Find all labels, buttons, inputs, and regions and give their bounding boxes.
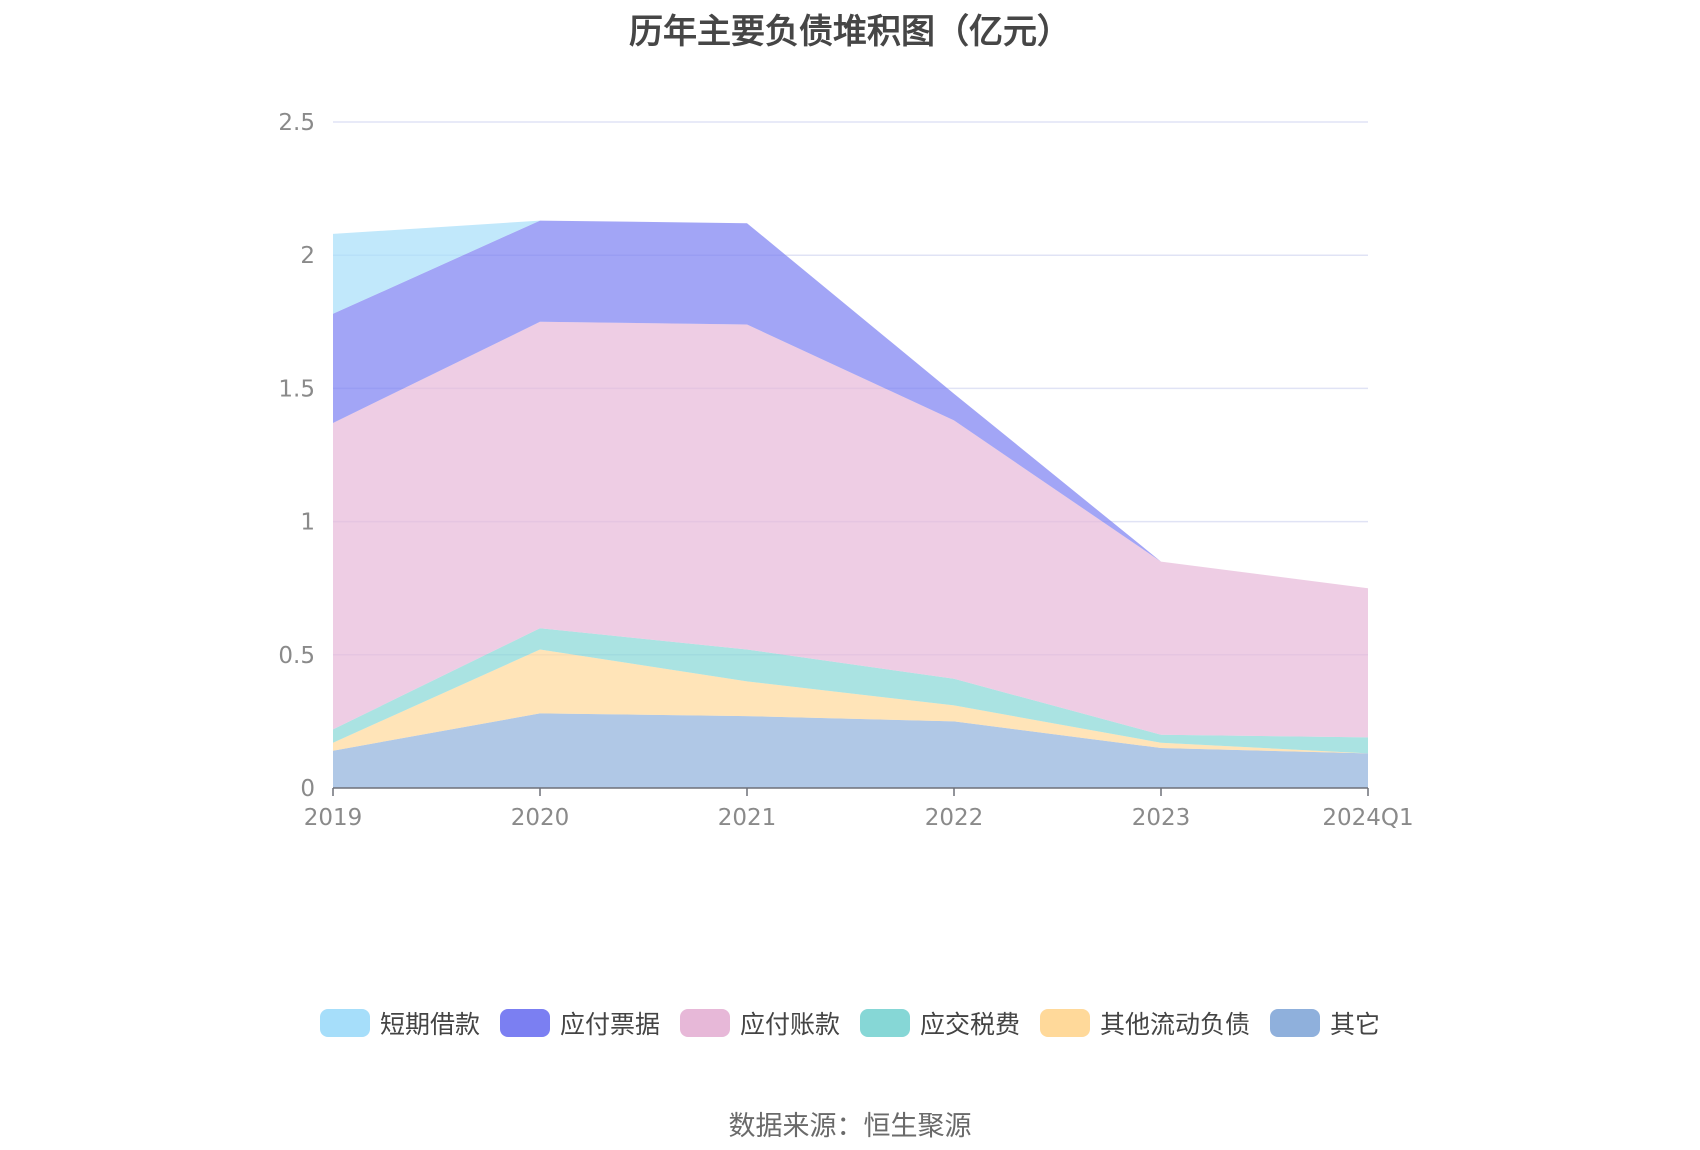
legend-swatch <box>679 1009 730 1037</box>
legend-item[interactable]: 其它 <box>1270 1005 1380 1041</box>
y-tick-label: 1.5 <box>278 376 315 402</box>
x-tick-label: 2020 <box>511 805 570 831</box>
chart-title: 历年主要负债堆积图（亿元） <box>629 12 1071 52</box>
legend-item[interactable]: 应交税费 <box>860 1005 1020 1041</box>
legend-swatch <box>319 1009 370 1037</box>
stacked-areas <box>333 220 1368 788</box>
legend-item[interactable]: 应付票据 <box>499 1005 660 1041</box>
legend-label: 应付账款 <box>739 1010 840 1039</box>
area-短期借款 <box>333 220 1368 589</box>
legend-label: 其它 <box>1330 1010 1381 1039</box>
x-tick-label: 2021 <box>718 805 777 831</box>
area-应付票据 <box>333 220 1368 589</box>
legend-item[interactable]: 其他流动负债 <box>1040 1005 1250 1041</box>
x-tick-label: 2022 <box>925 805 984 831</box>
legend-swatch <box>1040 1009 1091 1037</box>
area-应付账款 <box>333 321 1368 738</box>
y-tick-label: 1 <box>300 510 315 536</box>
y-tick-label: 2 <box>300 243 315 269</box>
y-tick-label: 0 <box>300 776 315 802</box>
legend-label: 其他流动负债 <box>1100 1010 1251 1039</box>
legend-swatch <box>860 1009 910 1037</box>
legend-swatch <box>499 1009 550 1037</box>
data-source: 数据来源：恒生聚源 <box>728 1111 972 1142</box>
legend-item[interactable]: 应付账款 <box>679 1005 840 1041</box>
legend-label: 应交税费 <box>920 1010 1021 1039</box>
area-其它 <box>333 713 1368 788</box>
axes: 0 0.5 1 1.5 2 2.5 2019 2020 2021 2022 2023 2024Q1 <box>278 110 1413 831</box>
legend-swatch <box>1270 1009 1321 1037</box>
legend-label: 应付票据 <box>559 1010 660 1039</box>
legend-item[interactable]: 短期借款 <box>319 1005 480 1041</box>
y-tick-label: 0.5 <box>278 643 315 669</box>
legend-label: 短期借款 <box>379 1010 480 1039</box>
area-应交税费 <box>333 628 1368 754</box>
legend: 短期借款 应付票据 应付账款 应交税费 其他流动负债 其它 <box>0 1005 1700 1041</box>
y-tick-label: 2.5 <box>278 110 315 136</box>
x-tick-label: 2024Q1 <box>1322 805 1413 831</box>
area-其他流动负债 <box>333 649 1368 754</box>
x-tick-label: 2019 <box>304 805 363 831</box>
x-tick-label: 2023 <box>1132 805 1191 831</box>
